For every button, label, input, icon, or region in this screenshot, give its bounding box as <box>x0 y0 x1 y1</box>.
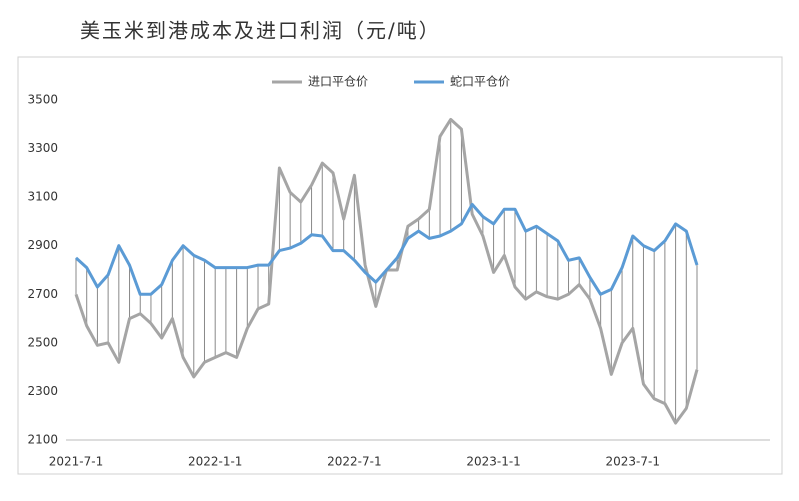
y-tick-label: 2300 <box>27 384 58 398</box>
x-tick-label: 2022-7-1 <box>327 455 381 469</box>
legend-label: 蛇口平仓价 <box>450 74 510 89</box>
y-tick-label: 3300 <box>27 141 58 155</box>
x-tick-label: 2021-7-1 <box>49 455 103 469</box>
x-tick-label: 2022-1-1 <box>188 455 242 469</box>
series-line <box>74 202 699 296</box>
x-tick-label: 2023-7-1 <box>606 455 660 469</box>
y-tick-label: 2100 <box>27 433 58 447</box>
y-tick-label: 3100 <box>27 190 58 204</box>
legend-label: 进口平仓价 <box>308 75 368 89</box>
y-tick-label: 3500 <box>27 93 58 107</box>
y-tick-label: 2500 <box>27 335 58 349</box>
y-tick-label: 2900 <box>27 238 58 252</box>
y-tick-label: 2700 <box>27 287 58 301</box>
plot-frame <box>17 56 783 475</box>
x-tick-label: 2023-1-1 <box>466 455 520 469</box>
chart-title: 美玉米到港成本及进口利润（元/吨） <box>80 19 441 43</box>
